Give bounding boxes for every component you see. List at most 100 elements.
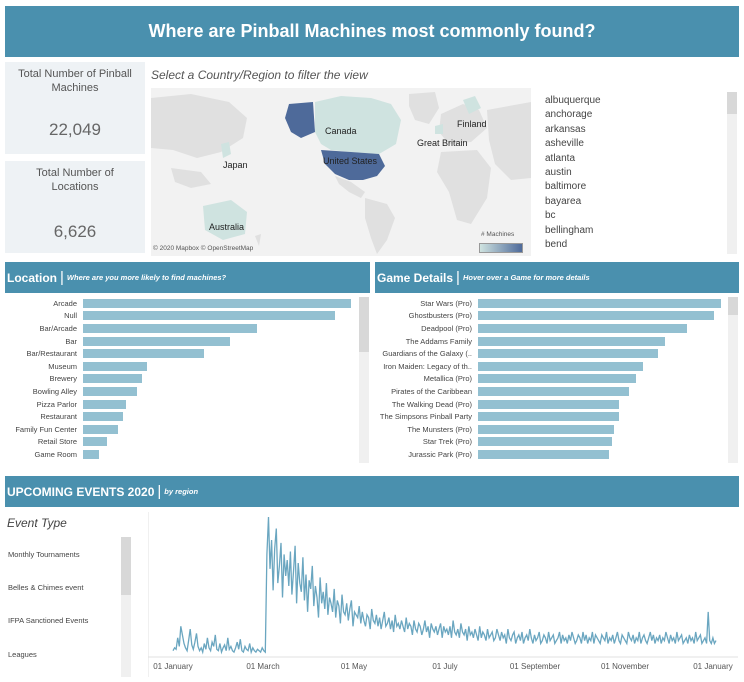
event-type-leagues[interactable]: Leagues	[8, 650, 37, 659]
x-tick-label: 01 May	[341, 662, 367, 671]
bar-mark[interactable]	[83, 374, 142, 384]
bar-row[interactable]: Game Room	[5, 448, 351, 461]
city-item[interactable]: bend	[545, 238, 568, 250]
bar-mark[interactable]	[478, 311, 714, 321]
bar-row[interactable]: The Simpsons Pinball Party	[375, 410, 721, 423]
bar-label: The Walking Dead (Pro)	[391, 399, 472, 409]
city-item[interactable]: anchorage	[545, 109, 593, 121]
bar-row[interactable]: Bar	[5, 335, 351, 348]
map-filter-prompt: Select a Country/Region to filter the vi…	[151, 68, 368, 82]
event-type-monthly-tournaments[interactable]: Monthly Tournaments	[8, 550, 80, 559]
region-australia[interactable]	[203, 200, 247, 240]
bar-mark[interactable]	[83, 424, 118, 434]
bar-row[interactable]: Arcade	[5, 297, 351, 310]
bar-row[interactable]: Jurassic Park (Pro)	[375, 448, 721, 461]
bar-mark[interactable]	[478, 336, 666, 346]
bar-row[interactable]: Iron Maiden: Legacy of th..	[375, 360, 721, 373]
bar-row[interactable]: Family Fun Center	[5, 423, 351, 436]
bar-row[interactable]: Pizza Parlor	[5, 398, 351, 411]
bar-row[interactable]: Bar/Restaurant	[5, 347, 351, 360]
bar-row[interactable]: Star Wars (Pro)	[375, 297, 721, 310]
section-subtitle: Hover over a Game for more details	[462, 273, 590, 282]
bar-mark[interactable]	[478, 374, 636, 384]
city-item[interactable]: arkansas	[545, 123, 586, 135]
region-usa[interactable]	[321, 150, 385, 180]
bar-mark[interactable]	[83, 449, 100, 459]
city-item[interactable]: bayarea	[545, 195, 582, 207]
city-item[interactable]: bellingham	[545, 224, 594, 236]
bar-row[interactable]: Restaurant	[5, 410, 351, 423]
bar-mark[interactable]	[478, 298, 721, 308]
bar-mark[interactable]	[83, 361, 148, 371]
city-item[interactable]: baltimore	[545, 181, 587, 193]
bar-mark[interactable]	[478, 424, 615, 434]
scrollbar-thumb[interactable]	[121, 537, 131, 595]
map-label-australia: Australia	[209, 222, 245, 232]
location-chart-scrollbar[interactable]	[359, 297, 369, 463]
bar-row[interactable]: Retail Store	[5, 436, 351, 449]
bar-mark[interactable]	[83, 437, 108, 447]
bar-row[interactable]: The Walking Dead (Pro)	[375, 398, 721, 411]
region-finland[interactable]	[463, 96, 481, 114]
region-canada[interactable]	[315, 96, 401, 154]
events-line-chart: 01 January 01 March 01 May 01 July 01 Septem…	[148, 512, 738, 677]
bar-row[interactable]: Museum	[5, 360, 351, 373]
event-type-belles-chimes[interactable]: Belles & Chimes event	[8, 583, 84, 592]
bar-mark[interactable]	[478, 349, 658, 359]
region-se-asia	[171, 168, 211, 188]
world-map[interactable]: Canada Finland Great Britain Japan Unite…	[151, 88, 531, 256]
bar-row[interactable]: The Munsters (Pro)	[375, 423, 721, 436]
bar-row[interactable]: Ghostbusters (Pro)	[375, 310, 721, 323]
bar-row[interactable]: Metallica (Pro)	[375, 373, 721, 386]
bar-mark[interactable]	[83, 336, 231, 346]
bar-mark[interactable]	[478, 323, 687, 333]
scrollbar-thumb[interactable]	[728, 297, 738, 315]
bar-mark[interactable]	[478, 449, 610, 459]
bar-row[interactable]: Pirates of the Caribbean	[375, 385, 721, 398]
bar-mark[interactable]	[83, 412, 124, 422]
section-subtitle: Where are you more likely to find machin…	[66, 273, 227, 282]
bar-mark[interactable]	[83, 298, 351, 308]
region-great-britain[interactable]	[435, 124, 443, 134]
city-list-scrollbar[interactable]	[727, 92, 737, 254]
dashboard-title: Where are Pinball Machines most commonly…	[5, 6, 739, 57]
bar-mark[interactable]	[83, 386, 137, 396]
bar-mark[interactable]	[83, 311, 335, 321]
region-europe	[439, 104, 487, 144]
bar-mark[interactable]	[83, 399, 126, 409]
bar-mark[interactable]	[478, 399, 619, 409]
bar-mark[interactable]	[83, 349, 204, 359]
bar-label: Guardians of the Galaxy (..	[382, 349, 472, 359]
city-item[interactable]: bc	[545, 210, 556, 222]
bar-row[interactable]: Bar/Arcade	[5, 322, 351, 335]
scrollbar-thumb[interactable]	[359, 297, 369, 352]
bar-mark[interactable]	[83, 323, 258, 333]
region-alaska[interactable]	[285, 102, 315, 138]
bar-mark[interactable]	[478, 412, 619, 422]
bar-row[interactable]: Bowling Alley	[5, 385, 351, 398]
event-type-scrollbar[interactable]	[121, 537, 131, 677]
bar-row[interactable]: Star Trek (Pro)	[375, 436, 721, 449]
event-type-ifpa-sanctioned[interactable]: IFPA Sanctioned Events	[8, 616, 89, 625]
city-item[interactable]: albuquerque	[545, 95, 601, 106]
game-chart-scrollbar[interactable]	[728, 297, 738, 463]
kpi-total-machines: Total Number of Pinball Machines 22,049	[5, 62, 145, 154]
region-japan[interactable]	[221, 142, 231, 158]
bar-row[interactable]: Guardians of the Galaxy (..	[375, 347, 721, 360]
city-item[interactable]: asheville	[545, 138, 584, 150]
bar-mark[interactable]	[478, 437, 612, 447]
bar-row[interactable]: Null	[5, 310, 351, 323]
city-filter-list[interactable]: albuquerque anchorage arkansas asheville atl…	[545, 94, 725, 252]
bar-label: Brewery	[49, 374, 77, 384]
scrollbar-thumb[interactable]	[727, 92, 737, 114]
city-item[interactable]: austin	[545, 166, 572, 178]
bar-label: Bowling Alley	[32, 386, 77, 396]
kpi-total-locations: Total Number of Locations 6,626	[5, 161, 145, 253]
bar-row[interactable]: Deadpool (Pro)	[375, 322, 721, 335]
bar-mark[interactable]	[478, 386, 629, 396]
bar-mark[interactable]	[478, 361, 644, 371]
bar-label: Arcade	[53, 298, 77, 308]
bar-row[interactable]: Brewery	[5, 373, 351, 386]
bar-row[interactable]: The Addams Family	[375, 335, 721, 348]
city-item[interactable]: atlanta	[545, 152, 576, 164]
